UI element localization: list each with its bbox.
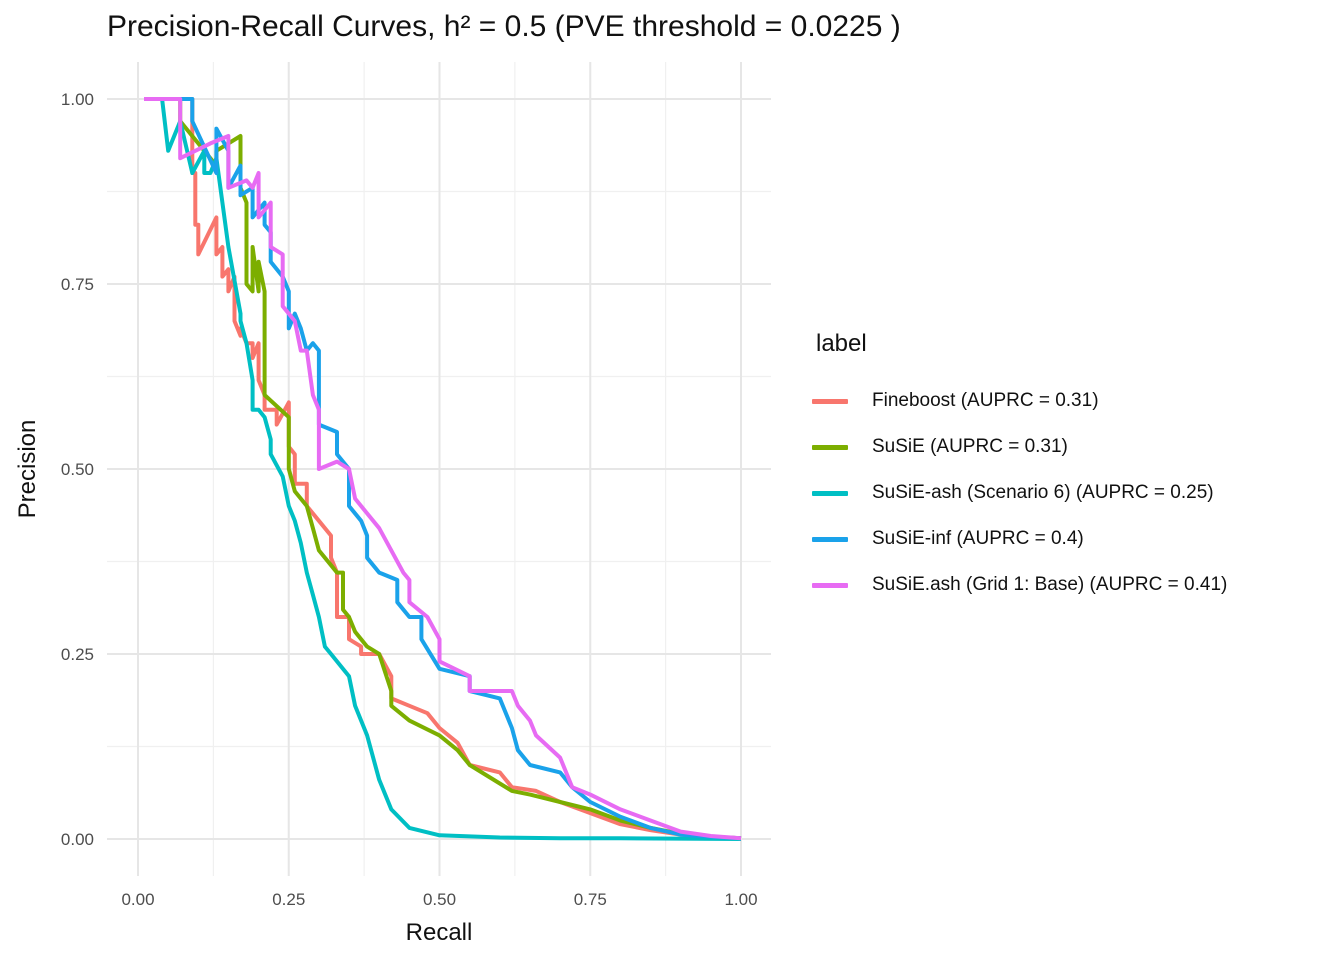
x-tick-label: 0.25 <box>272 890 305 909</box>
y-tick-label: 0.50 <box>61 460 94 479</box>
legend-item-2: SuSiE (AUPRC = 0.31) <box>812 424 1227 470</box>
y-tick-label: 1.00 <box>61 90 94 109</box>
x-tick-labels: 0.00 0.25 0.50 0.75 1.00 <box>121 890 757 909</box>
x-tick-label: 1.00 <box>724 890 757 909</box>
legend-label: SuSiE.ash (Grid 1: Base) (AUPRC = 0.41) <box>872 574 1228 595</box>
legend-key-swatch <box>812 444 848 450</box>
y-tick-label: 0.00 <box>61 830 94 849</box>
legend-item-1: Fineboost (AUPRC = 0.31) <box>812 378 1227 424</box>
legend-label: Fineboost (AUPRC = 0.31) <box>872 390 1099 411</box>
legend-label: SuSiE (AUPRC = 0.31) <box>872 436 1068 457</box>
legend-items: Fineboost (AUPRC = 0.31) SuSiE (AUPRC = 0… <box>812 378 1227 608</box>
x-tick-label: 0.75 <box>574 890 607 909</box>
x-axis-title: Recall <box>406 919 473 946</box>
legend-item-5: SuSiE.ash (Grid 1: Base) (AUPRC = 0.41) <box>812 562 1227 608</box>
legend-key-swatch <box>812 398 848 404</box>
legend-label: SuSiE-inf (AUPRC = 0.4) <box>872 528 1084 549</box>
legend-title: label <box>816 330 867 357</box>
legend-key-swatch <box>812 490 848 496</box>
series-line-4 <box>144 97 742 841</box>
y-tick-labels: 0.00 0.25 0.50 0.75 1.00 <box>61 90 94 849</box>
legend-label: SuSiE-ash (Scenario 6) (AUPRC = 0.25) <box>872 482 1214 503</box>
legend-item-4: SuSiE-inf (AUPRC = 0.4) <box>812 516 1227 562</box>
legend-key-swatch <box>812 536 848 542</box>
y-tick-label: 0.25 <box>61 645 94 664</box>
y-axis-title: Precision <box>14 420 41 519</box>
series-line-5 <box>144 97 742 841</box>
series-layer <box>144 97 742 841</box>
y-tick-label: 0.75 <box>61 275 94 294</box>
series-line-3 <box>144 97 742 841</box>
series-line-2 <box>144 97 742 841</box>
legend-key-swatch <box>812 582 848 588</box>
x-tick-label: 0.50 <box>423 890 456 909</box>
chart-title: Precision-Recall Curves, h² = 0.5 (PVE t… <box>107 10 901 43</box>
x-tick-label: 0.00 <box>121 890 154 909</box>
legend: label Fineboost (AUPRC = 0.31) SuSiE (AUP… <box>812 330 1227 608</box>
legend-item-3: SuSiE-ash (Scenario 6) (AUPRC = 0.25) <box>812 470 1227 516</box>
major-gridlines <box>107 62 771 876</box>
